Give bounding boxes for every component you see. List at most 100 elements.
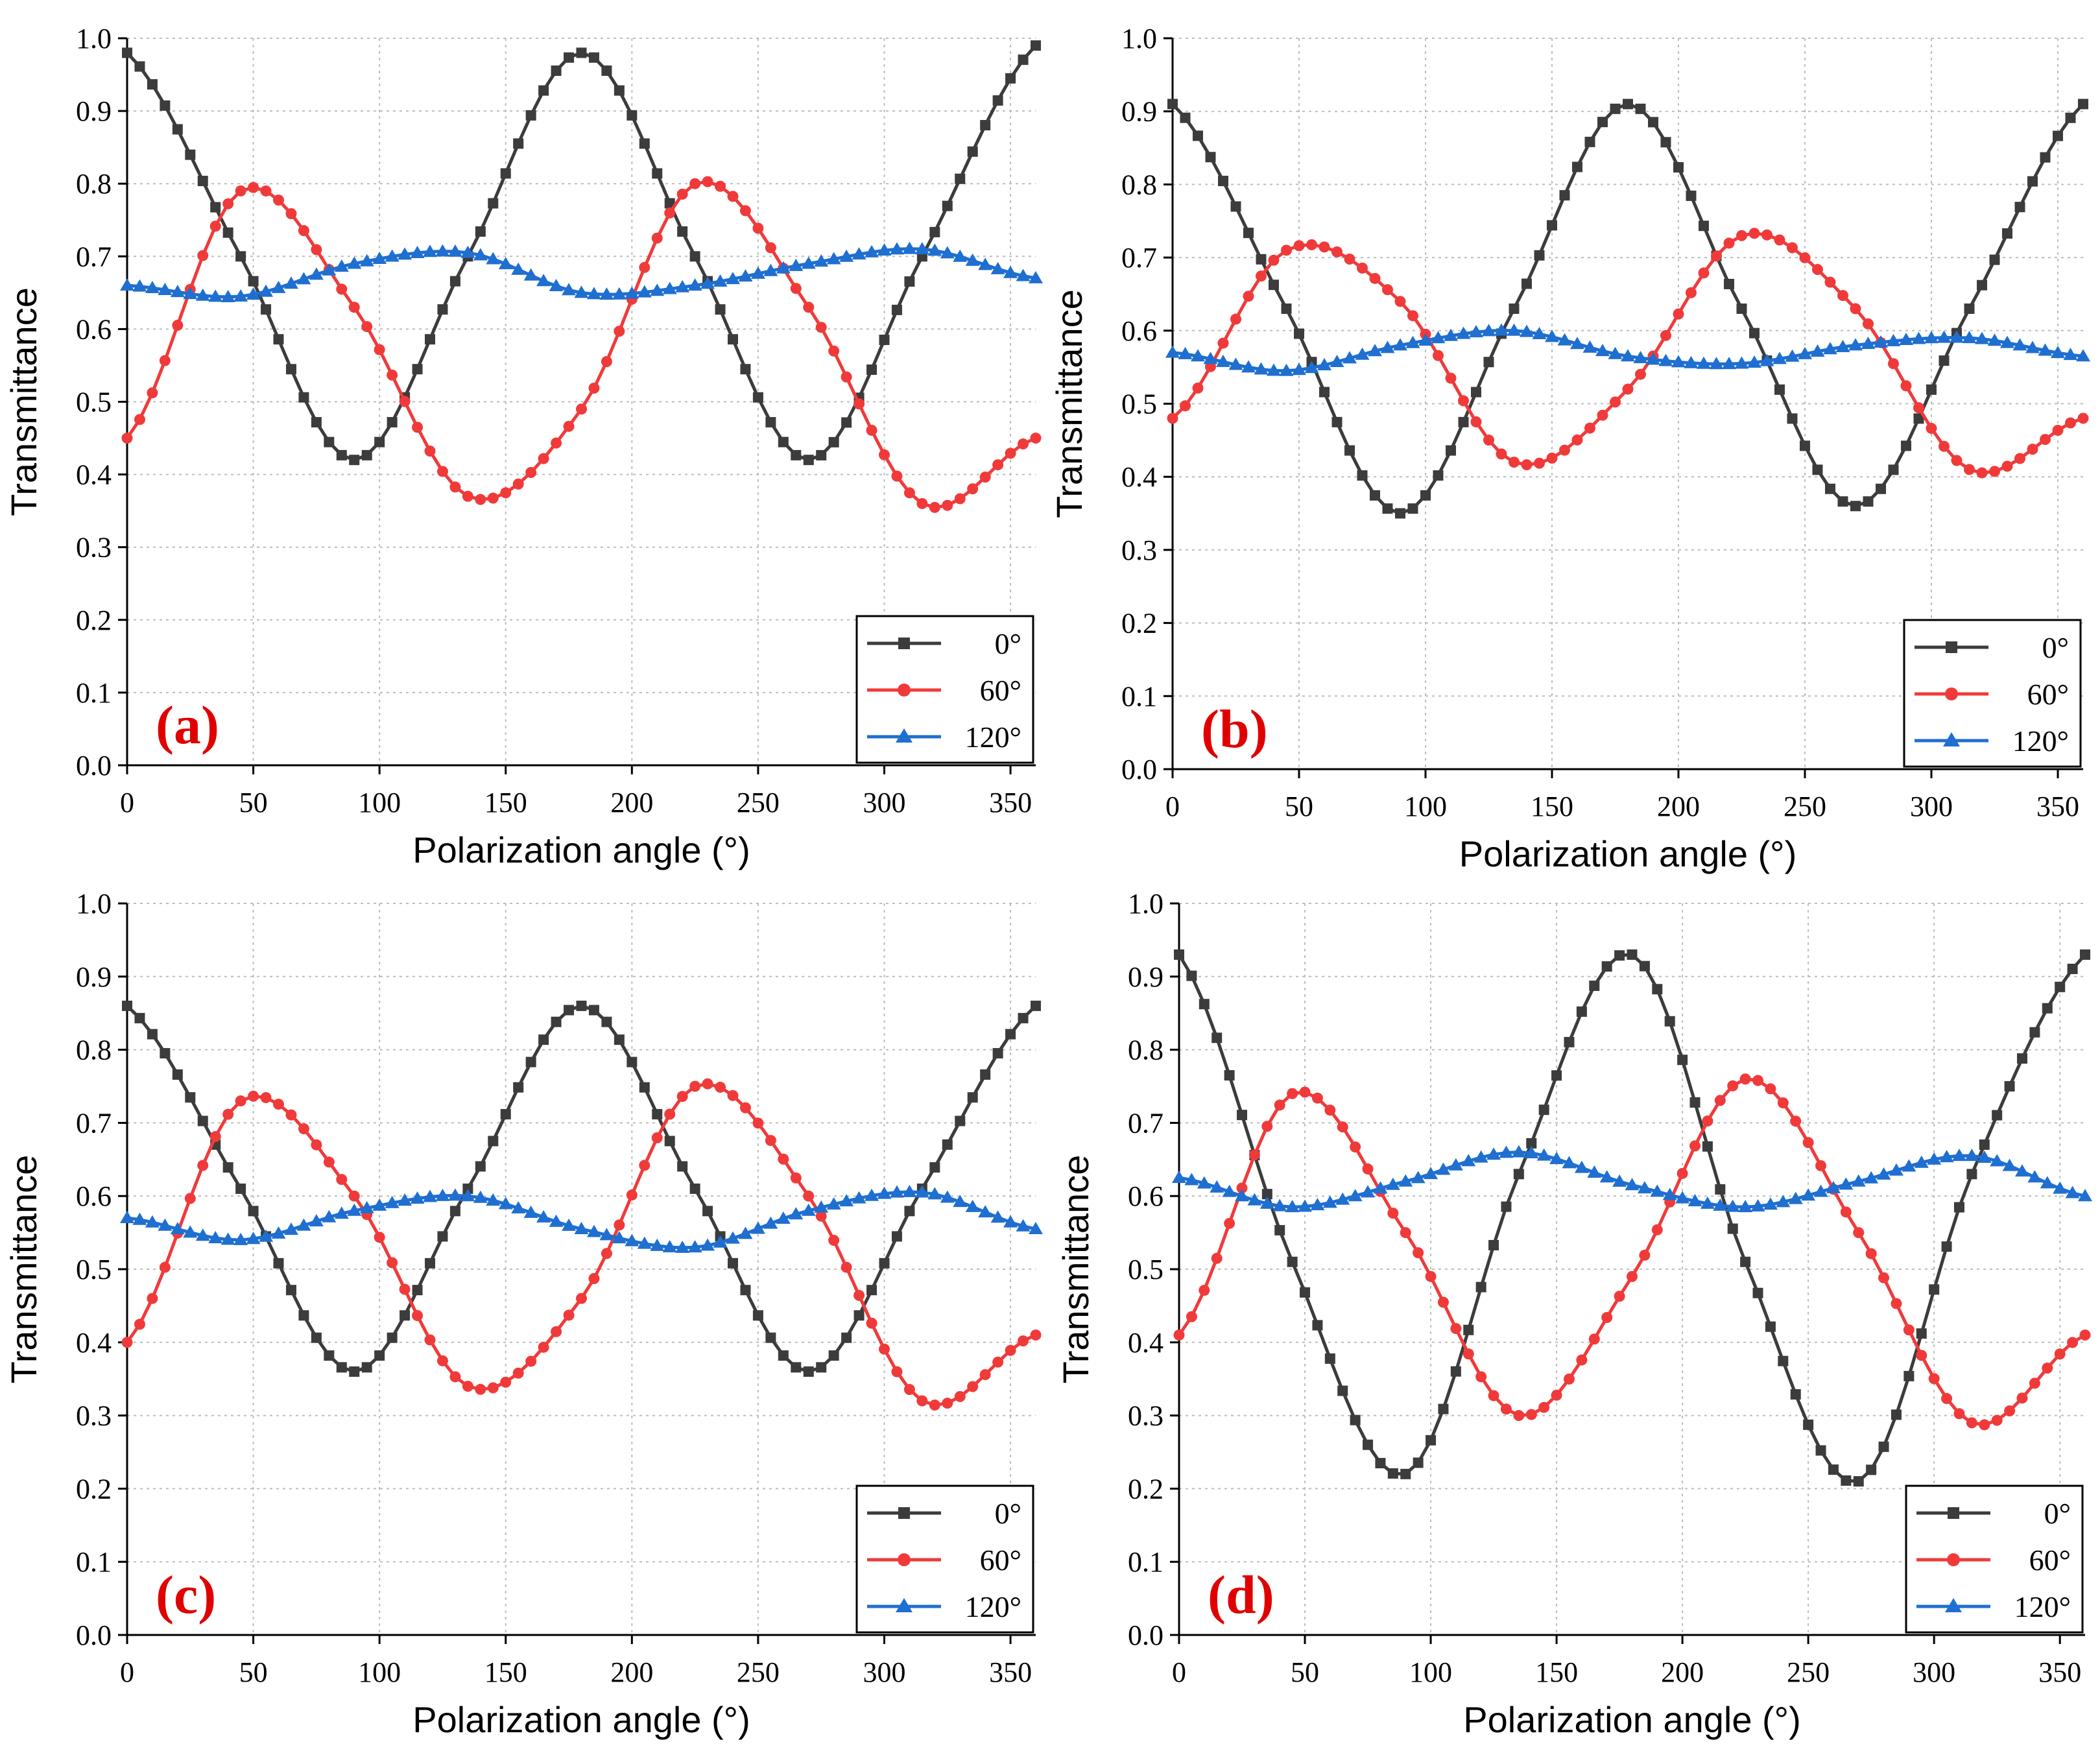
y-tick-label: 0.9	[76, 961, 112, 993]
data-point	[1724, 278, 1734, 289]
data-point	[1382, 503, 1393, 514]
data-point	[475, 226, 486, 237]
data-point	[347, 256, 362, 269]
data-point	[1671, 355, 1686, 368]
data-point	[1876, 1167, 1891, 1180]
data-point	[1914, 1155, 1929, 1168]
data-point	[1711, 250, 1722, 262]
data-point	[1727, 1223, 1738, 1234]
data-point	[1433, 470, 1444, 481]
data-point	[1259, 1196, 1274, 1209]
data-point	[324, 1350, 335, 1361]
data-point	[564, 1005, 575, 1016]
data-point	[1368, 344, 1382, 357]
data-point	[374, 436, 385, 447]
data-point	[134, 61, 145, 72]
y-tick-label: 0.5	[1128, 1254, 1163, 1285]
data-point	[740, 1285, 751, 1296]
data-point	[285, 1285, 296, 1296]
data-point	[248, 276, 259, 287]
data-point	[700, 276, 715, 289]
data-point	[1652, 984, 1663, 995]
data-point	[1420, 490, 1431, 501]
data-point	[1702, 1115, 1713, 1127]
data-point	[1992, 1110, 2003, 1121]
data-point	[1274, 1099, 1285, 1111]
data-point	[1924, 331, 1939, 344]
data-point	[361, 1362, 372, 1373]
data-point	[1966, 1169, 1977, 1180]
data-point	[1405, 335, 1420, 348]
y-axis-title: Transmittance	[1049, 289, 1090, 518]
data-point	[1268, 254, 1280, 266]
data-point	[713, 1235, 728, 1248]
data-point	[687, 278, 702, 291]
data-point	[1727, 1080, 1739, 1091]
y-axis-title: Transmittance	[3, 1155, 44, 1384]
data-point	[134, 1012, 145, 1023]
data-point	[1874, 335, 1888, 348]
data-point	[1547, 220, 1557, 231]
data-point	[1446, 445, 1456, 456]
legend-label: 60°	[980, 674, 1021, 707]
data-point	[538, 1341, 549, 1353]
data-point	[412, 1285, 423, 1296]
data-point	[1513, 1169, 1524, 1180]
data-point	[576, 1293, 587, 1304]
data-point	[990, 1210, 1005, 1223]
data-point	[1689, 1097, 1700, 1108]
data-point	[1686, 287, 1697, 298]
data-point	[311, 1332, 322, 1343]
data-point	[1675, 1191, 1690, 1204]
data-point	[1734, 356, 1749, 369]
data-point	[2077, 412, 2089, 424]
data-point	[1739, 1073, 1751, 1085]
data-point	[1247, 1193, 1262, 1206]
data-point	[1610, 103, 1621, 114]
data-point	[1005, 447, 1016, 459]
data-point	[1380, 340, 1395, 353]
y-tick-label: 0.4	[1121, 461, 1157, 493]
data-point	[965, 253, 980, 266]
data-point	[664, 198, 675, 209]
data-point	[727, 1090, 739, 1101]
data-point	[1637, 1181, 1652, 1194]
data-point	[1363, 1439, 1374, 1450]
data-point	[904, 1206, 915, 1217]
data-point	[475, 494, 486, 505]
data-point	[551, 437, 562, 449]
data-point	[424, 445, 436, 457]
data-point	[1261, 1121, 1273, 1132]
data-point	[1612, 1174, 1627, 1187]
chart-panel-a: 0.0 0.1 0.2 0.3 0.4 0.5 0.6 0.7 0.8 0.9 1.0 0 50 100 1…	[3, 23, 1043, 870]
data-point	[1474, 1150, 1488, 1163]
data-point	[576, 1000, 587, 1011]
data-point	[1837, 496, 1848, 507]
data-point	[322, 1210, 337, 1222]
data-point	[1990, 1154, 2005, 1167]
data-point	[852, 1191, 866, 1204]
data-point	[1787, 413, 1798, 424]
data-point	[538, 85, 549, 96]
data-point	[1394, 296, 1406, 307]
data-point	[576, 47, 587, 58]
data-point	[1030, 1330, 1042, 1341]
data-point	[158, 1218, 173, 1231]
data-point	[2065, 417, 2076, 429]
y-tick-label: 0.4	[1128, 1327, 1163, 1359]
y-tick-label: 0.4	[76, 459, 112, 491]
data-point	[2029, 1377, 2040, 1389]
data-point	[1173, 1330, 1185, 1341]
legend-marker	[1947, 1553, 1960, 1566]
data-point	[1437, 1296, 1449, 1308]
data-point	[839, 249, 854, 262]
data-point	[576, 403, 587, 415]
data-point	[841, 1332, 852, 1343]
data-point	[1018, 1012, 1029, 1023]
data-point	[1005, 1344, 1016, 1356]
x-tick-label: 250	[1784, 791, 1826, 822]
data-point	[2025, 340, 2040, 353]
data-point	[588, 382, 600, 394]
data-point	[866, 1317, 877, 1329]
data-point	[689, 1080, 701, 1092]
